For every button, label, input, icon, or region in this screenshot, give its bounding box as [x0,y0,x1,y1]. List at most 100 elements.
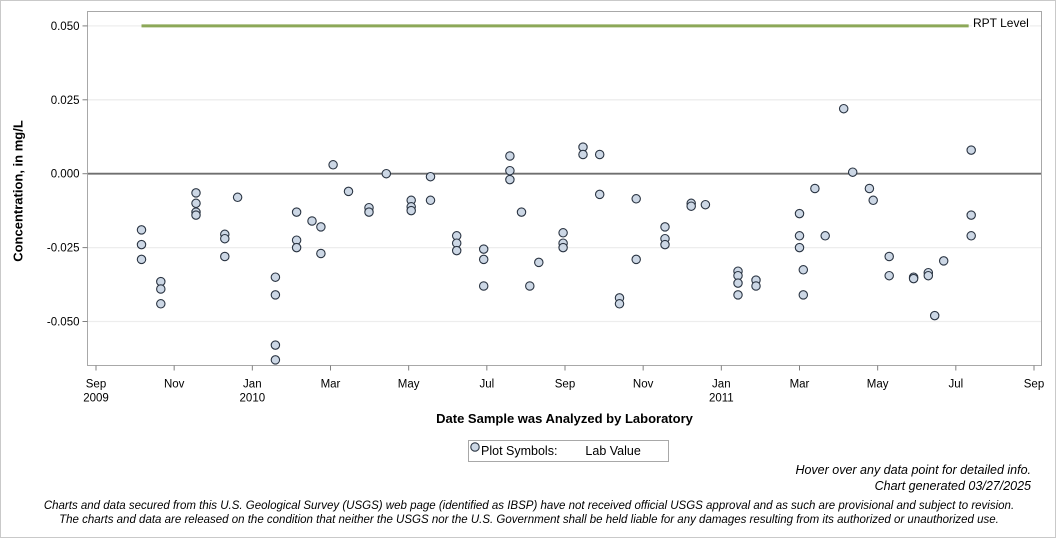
y-tick-label: 0.000 [51,169,80,181]
data-point[interactable]: Lab Value: 0.022 mg/L (2011-04-05) [838,103,849,114]
data-point[interactable]: Lab Value: -0.0105 mg/L (2010-12-19) [700,199,711,210]
data-point[interactable]: Lab Value: 0.001 mg/L (2010-07-19) [505,165,515,176]
data-point[interactable]: Lab Value: -0.0065 mg/L (2009-11-18) [191,188,201,198]
data-point[interactable]: Lab Value: -0.0085 mg/L (2010-10-26) [631,194,641,204]
data-point[interactable]: Lab Value: -0.019 mg/L (2009-10-06) [136,225,147,235]
legend-box: Plot Symbols: Lab Value [468,440,669,462]
data-point[interactable]: Lab Value: -0.035 mg/L (2010-01-19) [270,272,281,282]
data-point[interactable]: Lab Value: -0.048 mg/L (2011-06-15) [929,310,940,321]
y-tick-label: 0.050 [51,21,80,33]
data-point[interactable]: Lab Value: -0.044 mg/L (2009-10-21) [156,299,166,309]
data-point[interactable]: Lab Value: -0.008 mg/L (2009-12-20) [232,192,243,203]
data-point[interactable]: Lab Value: -0.038 mg/L (2011-01-28) [751,281,761,291]
data-point[interactable]: Lab Value: -0.018 mg/L (2010-11-18) [660,222,670,232]
x-tick-label: 2010 [240,393,266,405]
x-axis-ticks: Sep 2009 Nov Jan 2010 Mar May Jul Sep Nov Jan 2011 M… [83,365,1044,405]
data-point[interactable]: Lab Value: -0.0325 mg/L (2011-03-04) [798,265,809,275]
data-point[interactable]: Lab Value: -0.0295 mg/L (2011-06-22) [938,256,949,266]
data-point[interactable]: Lab Value: -0.024 mg/L (2009-10-06) [136,239,147,250]
x-tick-label: May [867,379,889,391]
data-point[interactable]: Lab Value: -0.013 mg/L (2010-02-05) [291,207,302,217]
data-point[interactable]: Lab Value: 0.0065 mg/L (2010-09-28) [594,149,605,160]
data-point[interactable]: Lab Value: -0.041 mg/L (2011-01-14) [733,290,743,300]
data-point[interactable]: Lab Value: -0.021 mg/L (2011-03-21) [820,231,830,241]
data-point[interactable]: Lab Value: 0.003 mg/L (2010-03-03) [328,160,338,170]
data-point[interactable]: Lab Value: -0.0345 mg/L (2011-05-10) [884,270,894,281]
disclaimer-line-1: Charts and data secured from this U.S. G… [43,500,1015,512]
data-point[interactable]: Lab Value: -0.014 mg/L (2009-11-18) [191,210,201,220]
data-point[interactable]: Lab Value: -0.025 mg/L (2010-02-05) [291,242,302,253]
data-point[interactable]: Lab Value: -0.029 mg/L (2009-10-06) [136,254,147,265]
data-point[interactable]: Lab Value: -0.009 mg/L (2011-04-28) [868,195,878,206]
data-point[interactable]: Lab Value: -0.005 mg/L (2011-03-13) [810,183,820,194]
rpt-level-label: RPT Level [972,16,1030,30]
data-point[interactable]: Lab Value: -0.02 mg/L (2010-08-30) [558,228,568,238]
data-point[interactable]: Lab Value: -0.022 mg/L (2009-12-10) [220,233,230,244]
x-tick-label: Jul [948,379,963,391]
data-point[interactable]: Lab Value: 0.0065 mg/L (2010-09-15) [578,149,588,160]
x-tick-label: May [398,379,420,391]
data-point[interactable]: Lab Value: -0.014 mg/L (2011-07-13) [966,210,976,220]
data-point[interactable]: Lab Value: -0.028 mg/L (2011-05-10) [884,251,894,262]
x-tick-label: Jan [243,379,262,391]
data-point[interactable]: Lab Value: -0.016 mg/L (2010-02-17) [307,216,317,226]
data-point[interactable]: Lab Value: -0.0345 mg/L (2011-06-10) [923,270,934,281]
data-point[interactable]: Lab Value: -0.0355 mg/L (2011-05-29) [908,273,919,284]
y-tick-label: 0.025 [51,95,80,107]
data-point[interactable]: Lab Value: -0.037 mg/L (2011-01-14) [733,278,743,288]
data-point[interactable]: Lab Value: -0.018 mg/L (2010-02-24) [316,222,326,232]
data-point[interactable]: Lab Value: -0.021 mg/L (2011-03-01) [794,231,805,241]
x-tick-label: Mar [790,379,810,391]
data-point[interactable]: Lab Value: -0.029 mg/L (2010-06-29) [478,254,489,265]
data-point[interactable]: Lab Value: -0.01 mg/L (2009-11-18) [191,198,201,209]
data-point[interactable]: Lab Value: -0.011 mg/L (2010-12-08) [686,201,696,211]
data-point[interactable]: Lab Value: -0.063 mg/L (2010-01-19) [270,355,281,365]
data-point[interactable]: Lab Value: -0.001 mg/L (2010-05-18) [425,171,436,182]
data-point[interactable]: Lab Value: -0.027 mg/L (2010-02-24) [316,248,326,259]
data-point[interactable]: Lab Value: -0.058 mg/L (2010-01-19) [270,340,281,350]
data-point[interactable]: Lab Value: -0.002 mg/L (2010-07-19) [505,174,515,185]
data-point[interactable]: Lab Value: -0.0135 mg/L (2011-03-01) [794,208,805,219]
x-tick-label: Jan [712,379,731,391]
data-point[interactable]: Lab Value: -0.009 mg/L (2010-05-18) [425,195,436,206]
data-point[interactable]: Lab Value: 0.006 mg/L (2010-07-19) [505,151,515,161]
data-point[interactable]: Lab Value: -0.005 mg/L (2011-04-25) [864,183,875,194]
plot-border [87,11,1042,366]
y-axis-ticks: 0.050 0.025 0.000 -0.025 -0.050 [47,21,88,329]
data-point[interactable]: Lab Value: 0.008 mg/L (2011-07-13) [966,145,976,155]
data-point[interactable]: Lab Value: 0 mg/L (2010-04-14) [381,168,392,179]
data-point[interactable]: Lab Value: -0.0255 mg/L (2010-06-29) [478,244,489,254]
data-point[interactable]: Lab Value: -0.038 mg/L (2010-06-29) [478,281,489,291]
data-point[interactable]: Lab Value: -0.026 mg/L (2010-06-08) [451,245,462,256]
disclaimer-line-2: The charts and data are released on the … [59,514,999,526]
x-tick-label: Sep [1024,379,1044,391]
data-point[interactable]: Lab Value: -0.007 mg/L (2010-09-28) [594,189,605,200]
data-point[interactable]: Lab Value: -0.028 mg/L (2009-12-10) [220,251,230,262]
data-point[interactable]: Lab Value: -0.024 mg/L (2010-11-18) [660,239,670,250]
x-tick-label: 2011 [709,393,734,405]
x-tick-label: 2009 [83,393,109,405]
data-point[interactable]: Lab Value: -0.039 mg/L (2009-10-21) [156,284,166,294]
data-point[interactable]: Lab Value: 0.0005 mg/L (2011-04-12) [847,167,858,177]
y-axis-title: Concentration, in mg/L [10,120,26,262]
hover-note: Hover over any data point for detailed i… [795,463,1031,477]
legend-entry-lab-value: Lab Value [585,444,641,458]
data-point[interactable]: Lab Value: -0.041 mg/L (2010-01-19) [270,290,281,300]
data-point[interactable]: Lab Value: -0.013 mg/L (2010-03-31) [364,207,374,217]
y-tick-label: -0.025 [47,243,80,255]
data-point[interactable]: Lab Value: -0.021 mg/L (2011-07-13) [966,231,976,241]
data-point[interactable]: Lab Value: -0.03 mg/L (2010-08-11) [534,257,544,268]
data-point[interactable]: Lab Value: -0.013 mg/L (2010-07-28) [516,207,527,217]
x-tick-label: Sep [555,379,575,391]
x-axis-title: Date Sample was Analyzed by Laboratory [436,411,693,426]
data-point[interactable]: Lab Value: -0.029 mg/L (2010-10-26) [631,254,641,265]
data-point[interactable]: Lab Value: -0.025 mg/L (2011-03-01) [794,242,805,253]
x-tick-label: Sep [86,379,106,391]
data-point[interactable]: Lab Value: -0.025 mg/L (2010-08-30) [558,242,568,253]
data-point[interactable]: Lab Value: -0.038 mg/L (2010-08-04) [525,281,535,291]
data-point[interactable]: Lab Value: -0.0125 mg/L (2010-05-03) [406,205,416,216]
data-point[interactable]: Lab Value: -0.041 mg/L (2011-03-04) [798,290,809,300]
data-point[interactable]: Lab Value: -0.044 mg/L (2010-10-13) [614,299,625,309]
data-point[interactable]: Lab Value: -0.006 mg/L (2010-03-15) [343,186,354,197]
